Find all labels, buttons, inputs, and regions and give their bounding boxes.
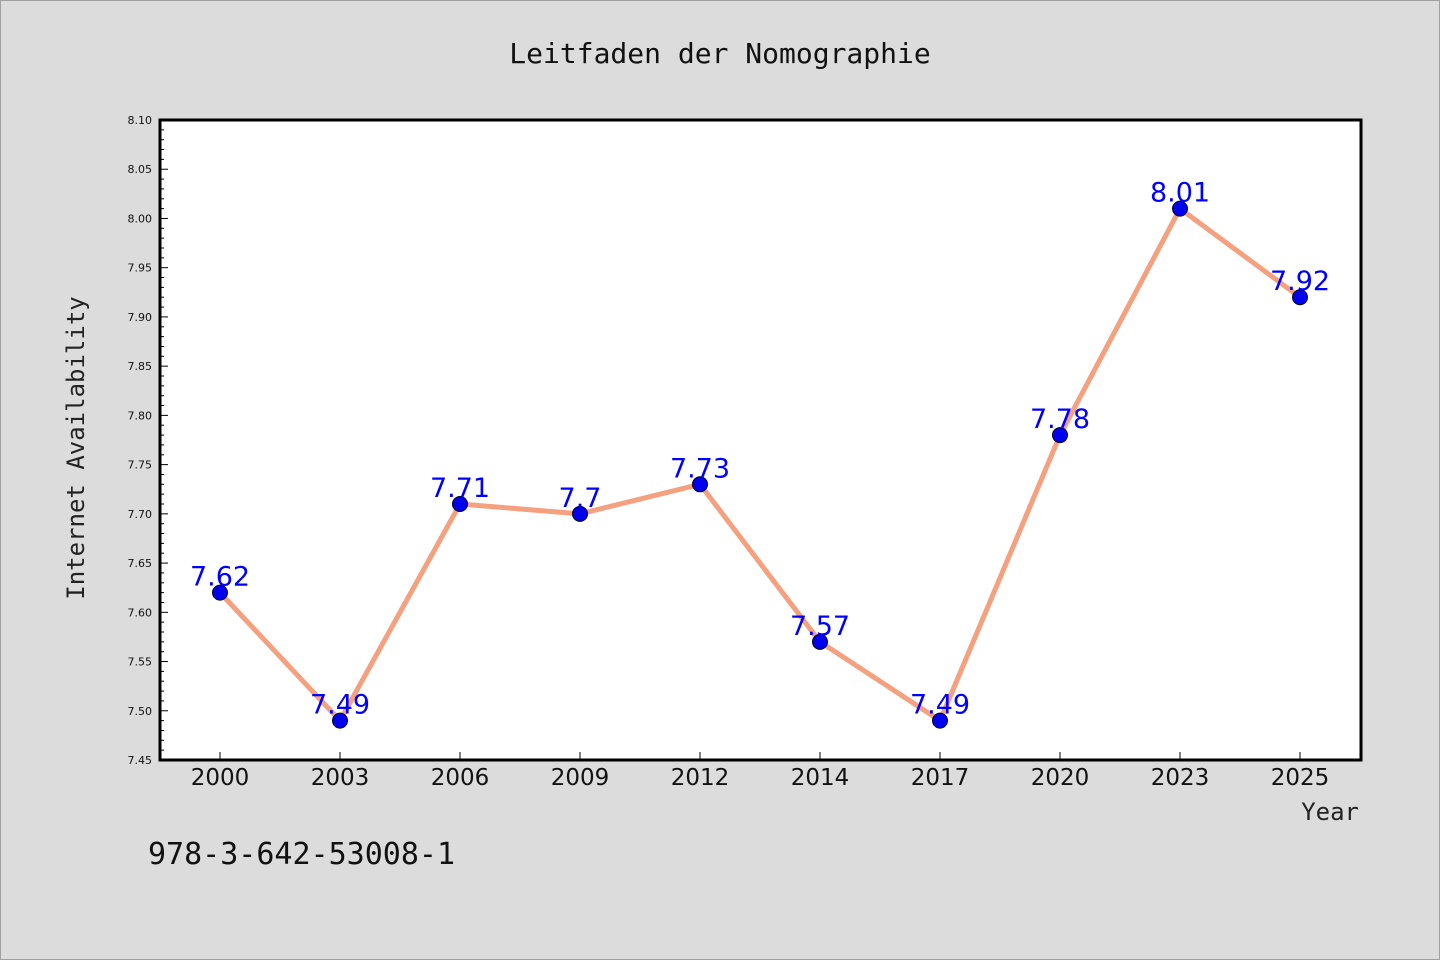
- x-tick-label: 2003: [311, 765, 370, 791]
- y-tick-label: 8.05: [128, 163, 153, 176]
- y-tick-label: 7.50: [128, 705, 153, 718]
- data-point: [1292, 289, 1308, 306]
- data-label: 8.01: [1150, 178, 1210, 209]
- y-axis-label: Internet Availability: [62, 296, 90, 599]
- data-label: 7.49: [310, 690, 370, 721]
- data-point: [332, 712, 348, 729]
- x-tick-label: 2014: [791, 765, 850, 791]
- y-tick-label: 7.45: [128, 754, 153, 767]
- x-axis-label: Year: [1301, 798, 1359, 826]
- data-point: [932, 712, 948, 729]
- y-tick-label: 7.85: [128, 360, 153, 373]
- data-point: [812, 633, 828, 650]
- y-tick-label: 7.55: [128, 656, 153, 669]
- data-label: 7.73: [670, 453, 730, 484]
- data-point: [692, 476, 708, 493]
- x-tick-label: 2017: [911, 765, 970, 791]
- y-tick-label: 7.90: [128, 311, 153, 324]
- data-labels: 7.62 7.49 7.71 7.7 7.73 7.57 7.49 7.78 8.01 7.92: [190, 178, 1330, 721]
- series-markers: [212, 200, 1308, 729]
- data-point: [452, 496, 468, 512]
- x-tick-label: 2025: [1271, 765, 1330, 791]
- chart-title: Leitfaden der Nomographie: [509, 37, 930, 70]
- data-point: [572, 505, 588, 522]
- data-label: 7.49: [910, 690, 970, 721]
- y-axis: 7.45 7.50 7.55 7.60 7.65 7.70 7.75 7.80 7.85 7.90…: [128, 114, 168, 767]
- y-tick-label: 7.70: [128, 508, 153, 521]
- x-tick-label: 2023: [1151, 765, 1210, 791]
- x-tick-label: 2000: [191, 765, 250, 791]
- y-tick-label: 8.00: [128, 212, 153, 225]
- data-label: 7.71: [430, 473, 490, 504]
- x-tick-label: 2020: [1031, 765, 1090, 791]
- data-label: 7.7: [559, 483, 602, 514]
- x-tick-label: 2012: [671, 765, 730, 791]
- y-tick-label: 8.10: [128, 114, 153, 127]
- x-axis: 2000 2003 2006 2009 2012 2014 2017 2020 2023 2025: [191, 752, 1330, 791]
- data-label: 7.78: [1030, 404, 1090, 435]
- data-point: [212, 584, 228, 601]
- data-label: 7.92: [1270, 266, 1330, 297]
- data-label: 7.57: [790, 611, 850, 642]
- data-point: [1172, 200, 1188, 217]
- data-point: [1052, 427, 1068, 444]
- data-label: 7.62: [190, 562, 250, 593]
- series-line-path: [217, 206, 1303, 724]
- x-tick-label: 2006: [431, 765, 490, 791]
- y-tick-label: 7.60: [128, 606, 153, 619]
- y-tick-label: 7.80: [128, 409, 153, 422]
- y-tick-label: 7.95: [128, 262, 153, 275]
- isbn-footer: 978-3-642-53008-1: [148, 837, 455, 872]
- x-tick-label: 2009: [551, 765, 610, 791]
- series-line: [217, 206, 1303, 724]
- plot-area: [158, 118, 1363, 762]
- y-tick-label: 7.65: [128, 557, 153, 570]
- y-tick-label: 7.75: [128, 459, 153, 472]
